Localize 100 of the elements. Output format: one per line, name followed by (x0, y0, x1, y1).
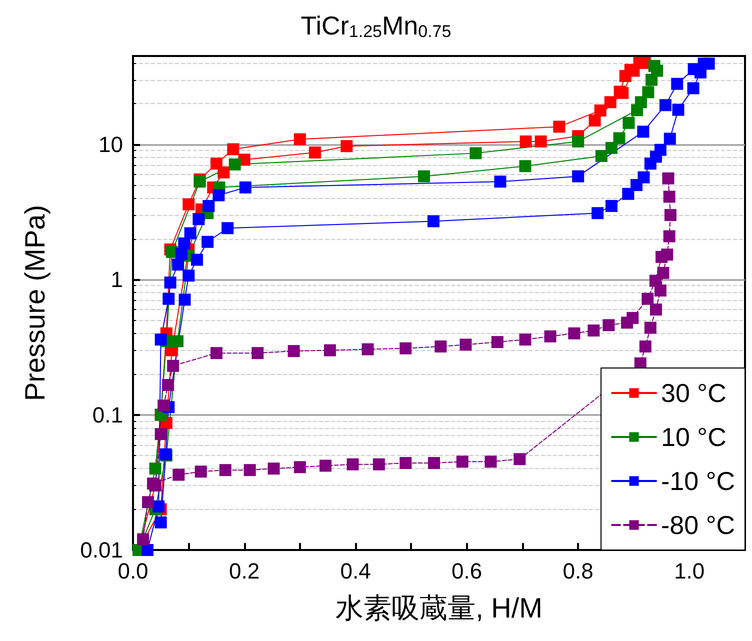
point (644, 158, 656, 170)
point (172, 468, 185, 481)
point (613, 132, 626, 144)
point (637, 126, 650, 138)
point (194, 466, 207, 478)
point (372, 458, 385, 470)
point (662, 172, 674, 184)
point (142, 496, 154, 508)
point (592, 207, 604, 220)
point (663, 190, 676, 203)
point (164, 276, 176, 289)
point (519, 334, 532, 346)
x-tick-label: 0.8 (562, 558, 594, 584)
point (605, 142, 618, 154)
point (178, 294, 191, 306)
point (178, 237, 190, 250)
point (324, 344, 336, 356)
point (294, 133, 306, 146)
x-tick-label: 1.0 (674, 558, 705, 584)
point (137, 533, 150, 546)
point (687, 82, 700, 94)
point (172, 258, 184, 271)
point (588, 324, 600, 336)
point (158, 400, 170, 412)
point (622, 116, 635, 129)
point (656, 250, 668, 263)
point (588, 114, 601, 127)
point (227, 143, 240, 156)
point (427, 215, 440, 228)
point (642, 292, 654, 305)
point (604, 96, 616, 108)
point (175, 248, 188, 260)
point (470, 147, 482, 160)
point (210, 347, 222, 360)
point (400, 456, 412, 469)
point (616, 86, 629, 99)
point (268, 462, 280, 475)
point (484, 456, 497, 468)
legend-label: -10 °C (661, 466, 736, 496)
point (308, 146, 321, 159)
point (162, 292, 175, 305)
point (519, 160, 532, 172)
x-tick-label: 0.6 (452, 558, 482, 584)
point (154, 334, 167, 346)
point (494, 176, 506, 188)
point (222, 222, 234, 234)
point (663, 230, 676, 242)
point (244, 464, 256, 476)
point (639, 340, 652, 352)
y-axis-title: Pressure (MPa) (20, 204, 50, 402)
point (648, 60, 660, 72)
point (218, 166, 230, 178)
point (664, 209, 676, 222)
point (362, 343, 374, 356)
point (228, 158, 241, 170)
point (167, 360, 180, 372)
point (252, 347, 264, 360)
point (288, 345, 300, 358)
point (434, 340, 447, 352)
point (622, 188, 634, 200)
point (595, 150, 608, 162)
y-tick-label: 10 (98, 132, 123, 157)
x-tick-label: 0.4 (340, 558, 371, 584)
point (702, 58, 715, 70)
point (491, 336, 504, 348)
point (672, 104, 684, 116)
point (544, 330, 556, 342)
point (568, 327, 580, 340)
point (141, 544, 154, 556)
point (456, 456, 468, 468)
point (650, 304, 662, 316)
x-axis-title: 水素吸蔵量, H/M (336, 592, 542, 624)
legend-label: 10 °C (661, 422, 726, 452)
point (294, 461, 306, 474)
point (572, 170, 584, 182)
y-tick-label: 1 (110, 267, 123, 292)
point (192, 213, 205, 226)
point (659, 99, 672, 112)
point (630, 179, 643, 192)
point (642, 86, 654, 98)
point (149, 462, 162, 475)
point (572, 135, 584, 148)
point (340, 140, 353, 152)
point (184, 227, 196, 240)
point (162, 379, 174, 392)
point (202, 236, 214, 248)
point (649, 274, 662, 287)
point (219, 464, 232, 476)
point (400, 342, 412, 354)
point (514, 453, 526, 466)
point (460, 338, 472, 351)
legend-label: 30 °C (661, 378, 726, 408)
point (602, 319, 615, 332)
point (182, 270, 195, 282)
point (553, 120, 566, 133)
point (671, 78, 684, 90)
point (152, 500, 165, 512)
point (428, 456, 440, 469)
point (154, 516, 167, 528)
chart-title: TiCr1.25Mn0.75 (300, 10, 452, 41)
